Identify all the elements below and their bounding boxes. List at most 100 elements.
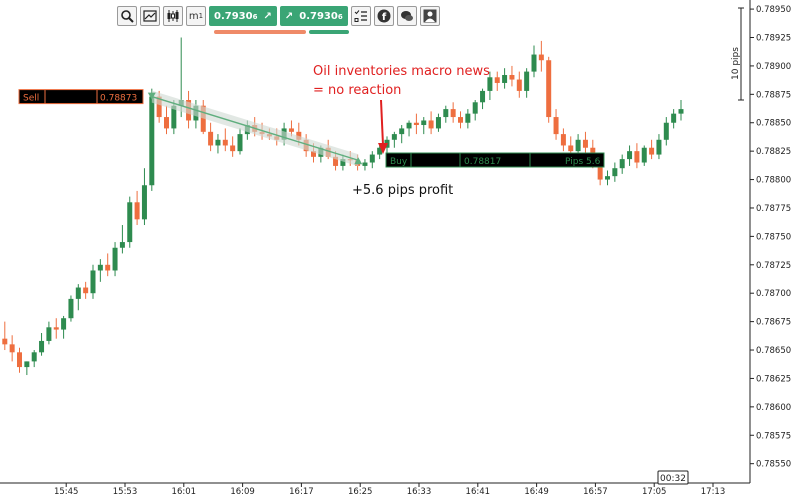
candle-body xyxy=(435,117,441,129)
candle-body xyxy=(208,131,214,146)
candle-body xyxy=(450,109,456,118)
y-tick-label: 0.78550 xyxy=(756,460,791,470)
y-tick-label: 0.78675 xyxy=(756,318,791,328)
candle xyxy=(413,113,419,135)
x-tick-label: 16:09 xyxy=(230,487,255,497)
sell-order-label[interactable]: Sell 0.78873 xyxy=(18,89,144,105)
candles-icon[interactable] xyxy=(163,6,183,26)
candle-body xyxy=(134,202,140,220)
candle xyxy=(465,109,471,129)
candle-body xyxy=(17,352,22,368)
y-tick-label: 0.78925 xyxy=(756,34,791,44)
candle xyxy=(641,145,647,166)
candle-body xyxy=(46,327,52,341)
trade-layer: Sell 0.78873 Buy 0.78817 Pips 5.6 Oil invento… xyxy=(18,64,605,198)
candle-body xyxy=(97,264,103,271)
sell-label-text: Sell xyxy=(23,94,39,104)
x-tick-label: 16:01 xyxy=(172,487,197,497)
y-tick-label: 0.78650 xyxy=(756,346,791,356)
candle xyxy=(53,318,59,339)
sell-button[interactable]: 0.79306 ↗ xyxy=(209,6,277,26)
countdown-timer: 00:32 xyxy=(657,470,689,485)
y-tick-label: 0.78825 xyxy=(756,147,791,157)
candle xyxy=(9,335,15,362)
candle xyxy=(97,259,103,282)
candle-body xyxy=(516,79,522,91)
buy-button[interactable]: ↗ 0.79306 xyxy=(279,6,348,26)
y-tick-label: 0.78575 xyxy=(756,431,791,441)
chart-settings-icon[interactable] xyxy=(140,6,160,26)
candle xyxy=(649,139,655,160)
candle xyxy=(472,100,478,121)
trader-icon[interactable] xyxy=(419,6,440,26)
candle xyxy=(83,281,89,299)
candle-body xyxy=(678,109,684,114)
y-tick-label: 0.78850 xyxy=(756,119,791,129)
sell-label-box xyxy=(18,89,144,105)
candle xyxy=(560,128,566,152)
candle xyxy=(75,284,81,311)
candle xyxy=(671,109,677,129)
buy-order-label[interactable]: Buy 0.78817 Pips 5.6 xyxy=(385,152,605,168)
candle-body xyxy=(377,147,383,155)
candle-body xyxy=(39,340,45,353)
candle xyxy=(421,117,427,135)
candle xyxy=(663,117,669,146)
candle xyxy=(634,143,640,169)
buy-label-box xyxy=(385,152,605,168)
candle-body xyxy=(619,159,625,169)
news-arrow-line xyxy=(380,99,384,146)
countdown-box xyxy=(657,470,689,485)
timeframe-sub: 1 xyxy=(198,12,204,20)
candle-body xyxy=(524,71,530,91)
candle-body xyxy=(575,139,581,152)
candle xyxy=(237,128,243,155)
candle-body xyxy=(465,113,471,123)
candle-body xyxy=(502,75,508,83)
candle xyxy=(399,125,405,144)
x-tick-label: 16:25 xyxy=(348,487,373,497)
candle-body xyxy=(31,352,37,362)
orders-list-icon[interactable] xyxy=(350,6,371,26)
candle-body xyxy=(634,151,640,163)
candle-body xyxy=(399,128,405,135)
candle-body xyxy=(605,176,610,180)
candle-body xyxy=(487,77,493,91)
sell-price: 0.79306 xyxy=(214,10,258,22)
candle-body xyxy=(24,361,30,368)
candle xyxy=(582,131,588,155)
candle xyxy=(208,122,214,152)
facebook-icon[interactable]: f xyxy=(373,6,394,26)
exit-marker xyxy=(354,157,363,165)
candle-body xyxy=(333,156,339,166)
candle-body xyxy=(538,54,544,61)
candle-body xyxy=(61,318,67,330)
countdown-text: 00:32 xyxy=(660,474,686,484)
candle xyxy=(222,128,228,152)
zoom-icon[interactable] xyxy=(117,6,137,26)
candle xyxy=(538,40,544,72)
candle xyxy=(141,168,147,226)
candle-body xyxy=(663,122,669,140)
candle xyxy=(656,134,662,160)
candle xyxy=(531,45,537,78)
candle-body xyxy=(627,151,633,160)
buy-price: 0.79306 xyxy=(299,10,343,22)
candle-body xyxy=(215,139,221,146)
candle-body xyxy=(90,270,96,294)
candle-body xyxy=(413,122,419,126)
candle-body xyxy=(443,109,449,118)
candle xyxy=(546,56,552,123)
candle-body xyxy=(531,54,537,72)
candle-body xyxy=(671,113,677,123)
candle-body xyxy=(641,147,647,163)
y-tick-label: 0.78700 xyxy=(756,289,791,299)
candle-body xyxy=(83,287,89,294)
y-tick-label: 0.78625 xyxy=(756,374,791,384)
y-tick-label: 0.78775 xyxy=(756,204,791,214)
candle xyxy=(17,347,22,373)
chat-icon[interactable] xyxy=(396,6,417,26)
